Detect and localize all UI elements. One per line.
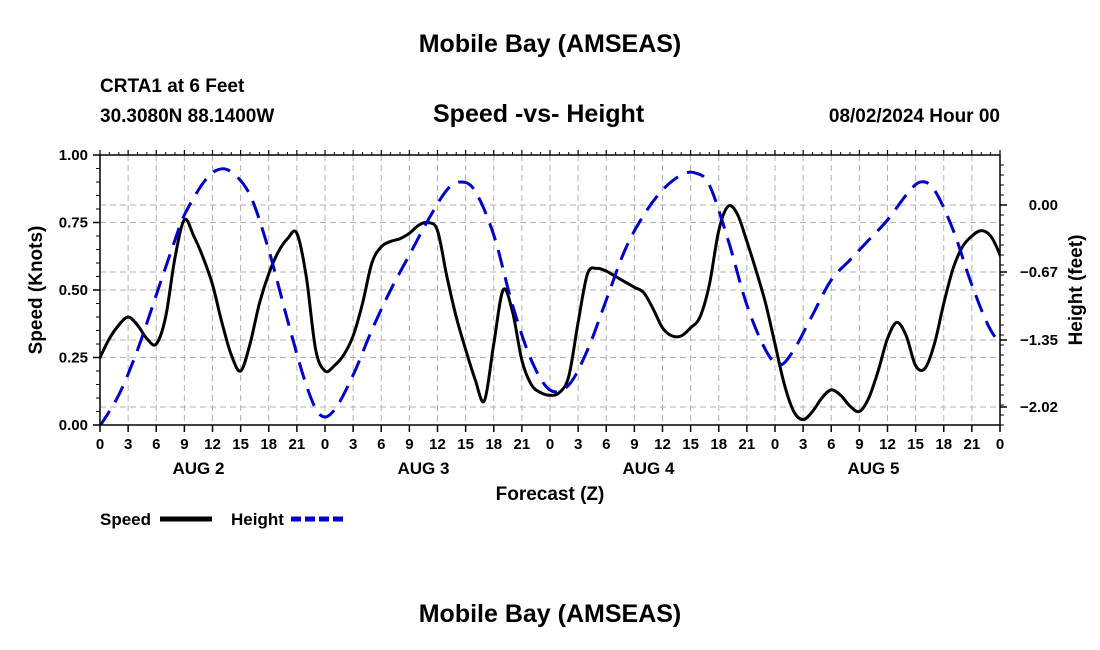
y2-axis-label: Height (feet) (1066, 235, 1087, 346)
x-tick-label: 9 (405, 436, 413, 453)
y-axis-label: Speed (Knots) (26, 226, 47, 355)
bottom-title: Mobile Bay (AMSEAS) (418, 600, 682, 628)
x-tick-label: 0 (321, 436, 329, 453)
y-tick-label: 0.00 (59, 417, 88, 434)
x-tick-label: 9 (630, 436, 638, 453)
y2-tick-label: −1.35 (1020, 332, 1058, 349)
x-tick-label: 3 (124, 436, 132, 453)
x-tick-label: 21 (289, 436, 306, 453)
speed-series-line (100, 204, 1000, 422)
x-tick-label: 12 (429, 436, 446, 453)
x-tick-label: 6 (602, 436, 610, 453)
x-tick-label: 3 (799, 436, 807, 453)
x-tick-label: 6 (152, 436, 160, 453)
legend-height-label: Height (231, 510, 284, 529)
y-tick-label: 0.25 (59, 350, 88, 367)
x-tick-label: 18 (485, 436, 502, 453)
x-tick-label: 0 (96, 436, 104, 453)
grid-lines (100, 155, 1000, 425)
y2-tick-label: −0.67 (1020, 264, 1058, 281)
station-coordinates: 30.3080N 88.1400W (100, 106, 275, 127)
x-tick-label: 15 (682, 436, 699, 453)
series-lines (100, 167, 1000, 425)
legend: Speed Height (100, 510, 343, 529)
y-tick-label: 0.75 (59, 215, 88, 232)
x-tick-label: 15 (907, 436, 924, 453)
x-tick-label: 21 (739, 436, 756, 453)
x-tick-label: 21 (964, 436, 981, 453)
x-tick-label: 18 (260, 436, 277, 453)
x-tick-label: 18 (935, 436, 952, 453)
x-tick-label: 12 (204, 436, 221, 453)
x-tick-label: 12 (879, 436, 896, 453)
x-tick-label: 15 (232, 436, 249, 453)
day-label: AUG 2 (172, 459, 224, 478)
x-tick-label: 18 (710, 436, 727, 453)
x-tick-label: 9 (855, 436, 863, 453)
y-tick-label: 0.50 (59, 282, 88, 299)
x-tick-label: 6 (377, 436, 385, 453)
day-label: AUG 3 (397, 459, 449, 478)
day-label: AUG 5 (847, 459, 899, 478)
x-tick-label: 6 (827, 436, 835, 453)
x-tick-label: 0 (996, 436, 1004, 453)
x-tick-label: 0 (771, 436, 779, 453)
axes: 0 3 6 9 12 15 18 21 0 3 6 9 12 15 18 21 0 3 6 9 12 15 18 21 0 3 6 9… (59, 147, 1058, 478)
day-label: AUG 4 (622, 459, 675, 478)
height-series-line (100, 167, 1000, 425)
chart-subtitle: Speed -vs- Height (433, 100, 645, 128)
x-tick-label: 12 (654, 436, 671, 453)
station-label: CRTA1 at 6 Feet (100, 76, 245, 97)
y2-tick-label: 0.00 (1029, 197, 1058, 214)
forecast-datetime: 08/02/2024 Hour 00 (828, 106, 1000, 127)
chart-main-title: Mobile Bay (AMSEAS) (418, 30, 682, 58)
x-tick-label: 0 (546, 436, 554, 453)
y2-tick-label: −2.02 (1020, 399, 1058, 416)
x-axis-label: Forecast (Z) (496, 484, 605, 505)
x-tick-label: 15 (457, 436, 474, 453)
legend-speed-label: Speed (100, 510, 151, 529)
x-tick-label: 3 (349, 436, 357, 453)
y-tick-label: 1.00 (59, 147, 88, 164)
x-tick-label: 9 (180, 436, 188, 453)
x-tick-label: 21 (514, 436, 531, 453)
x-tick-label: 3 (574, 436, 582, 453)
